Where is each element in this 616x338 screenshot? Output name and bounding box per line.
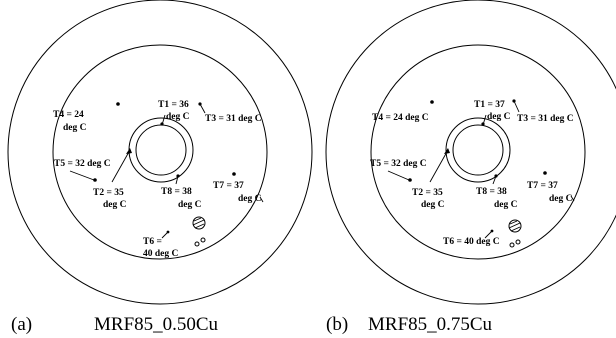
panel-a-t2-label-line1: T2 = 35 — [93, 188, 124, 198]
panel-a-hub-inner-ring — [135, 124, 187, 176]
panel-b-probe-t1: T1 = 37 deg C — [474, 100, 511, 126]
panel-b-probe-t4: T4 = 24 deg C — [372, 100, 434, 123]
panel-b-t7-label-line1: T7 = 37 — [527, 181, 558, 191]
panel-a-probe-t1: T1 = 36 deg C — [158, 100, 190, 126]
panel-a-hub-outer-ring — [128, 117, 194, 183]
panel-b-probe-t3: T3 = 31 deg C — [512, 99, 574, 124]
panel-a-t7-label-line1: T7 = 37 — [213, 181, 244, 191]
panel-a-t5-label: T5 = 32 deg C — [54, 159, 111, 169]
panel-b-outer-ring — [325, 0, 616, 305]
panel-a-t4-label-line2: deg C — [63, 123, 87, 133]
panel-a-t6-label-line2: 40 deg C — [143, 249, 179, 259]
panel-a-diagram: T1 = 36 deg C T2 = 35 deg C T3 = 31 deg … — [7, 0, 313, 305]
panel-a-t8-label-line1: T8 = 38 — [161, 187, 192, 197]
panel-a-t2-label-line2: deg C — [103, 200, 127, 210]
panel-b-middle-ring — [370, 44, 586, 260]
panel-b-t6-label: T6 = 40 deg C — [443, 237, 500, 247]
panel-b-probe-t6: T6 = 40 deg C — [443, 229, 500, 247]
panel-b-probe-t7: T7 = 37 deg C — [527, 171, 575, 204]
panel-a-t3-label: T3 = 31 deg C — [205, 114, 262, 124]
panel-a-caption-tag: (a) — [11, 314, 32, 335]
panel-a-probe-t2: T2 = 35 deg C — [93, 148, 132, 210]
panel-a-probe-t5: T5 = 32 deg C — [54, 159, 111, 182]
panel-b-probe-t2: T2 = 35 deg C — [412, 148, 450, 210]
panel-b-t1-label-line1: T1 = 37 — [474, 100, 505, 110]
panel-a-probe-t8: T8 = 38 deg C — [161, 174, 202, 210]
panel-b-caption-name: MRF85_0.75Cu — [368, 314, 493, 335]
panel-b-hub-outer-ring — [445, 117, 511, 183]
panel-b-probe-t5: T5 = 32 deg C — [370, 159, 427, 182]
panel-b-t8-label-line1: T8 = 38 — [476, 187, 507, 197]
panel-b-caption-tag: (b) — [326, 314, 348, 335]
panel-b-drain-hatch-icon — [508, 219, 522, 233]
panel-b-t2-label-line1: T2 = 35 — [412, 188, 443, 198]
panel-a-t1-label-line1: T1 = 36 — [158, 100, 189, 110]
panel-b-diagram: T1 = 37 deg C T2 = 35 deg C T3 = 31 deg … — [325, 0, 616, 305]
panel-a-probe-t7: T7 = 37 deg C — [213, 172, 264, 204]
panel-b-t4-label: T4 = 24 deg C — [372, 113, 429, 123]
panel-a-outer-ring — [7, 0, 313, 305]
panel-a-t4-label-line1: T4 = 24 — [53, 110, 84, 120]
panel-b-hub-inner-ring — [452, 124, 504, 176]
panel-a-t8-label-line2: deg C — [178, 200, 202, 210]
panel-a-probe-t3: T3 = 31 deg C — [198, 102, 262, 124]
panel-a-t1-label-line2: deg C — [166, 112, 190, 122]
panel-a-drain-hatch-icon — [192, 216, 206, 230]
panel-b-t2-label-line2: deg C — [421, 200, 445, 210]
panel-a-t6-label-line1: T6 = — [143, 237, 162, 247]
panel-b-t1-label-line2: deg C — [487, 112, 511, 122]
panel-b-t8-label-line2: deg C — [494, 200, 518, 210]
panel-b-t3-label: T3 = 31 deg C — [517, 114, 574, 124]
panel-a-middle-ring — [52, 44, 268, 260]
panel-a-t7-label-line2: deg C — [238, 194, 262, 204]
panel-b-t7-label-line2: deg C — [549, 194, 573, 204]
panel-a-caption-name: MRF85_0.50Cu — [94, 314, 219, 335]
panel-b-probe-t8: T8 = 38 deg C — [476, 174, 518, 210]
panel-a-probe-t4: T4 = 24 deg C — [53, 102, 120, 133]
panel-b-t5-label: T5 = 32 deg C — [370, 159, 427, 169]
panel-a-probe-t6: T6 = 40 deg C — [143, 230, 179, 259]
panel-a-small-holes-icon — [194, 237, 206, 247]
panel-b-small-holes-icon — [509, 239, 521, 248]
